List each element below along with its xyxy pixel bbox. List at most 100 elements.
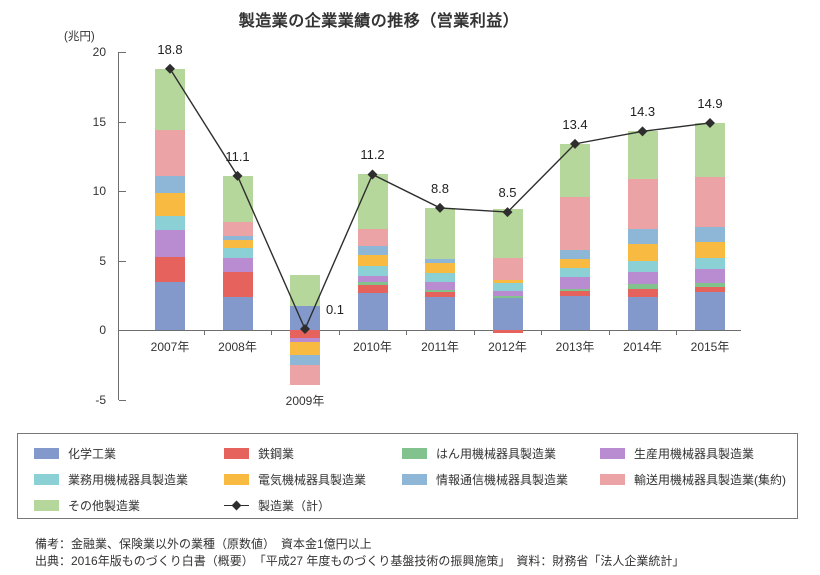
bar-segment	[155, 192, 185, 217]
bar-segment	[155, 256, 185, 282]
bar-segment	[222, 258, 253, 272]
bar-segment	[492, 298, 523, 331]
bar-segment	[560, 288, 590, 292]
y-axis-tick	[119, 191, 126, 193]
bar-segment	[627, 271, 658, 285]
x-axis-tick	[608, 330, 610, 336]
x-category-label: 2014年	[623, 340, 662, 355]
legend-swatch	[34, 473, 59, 485]
legend-item: 輸送用機械器具製造業(集約)	[600, 471, 797, 488]
diamond-marker	[300, 324, 310, 335]
legend-swatch	[600, 473, 625, 485]
legend-label: 業務用機械器具製造業	[68, 472, 189, 487]
bar-segment	[695, 122, 725, 177]
diamond-marker	[502, 207, 513, 218]
bar-segment	[222, 248, 253, 258]
bar-segment	[290, 365, 320, 385]
bar-segment	[425, 290, 455, 293]
x-axis-tick	[473, 330, 475, 336]
bar-segment	[222, 239, 253, 249]
bar-segment	[222, 296, 253, 331]
total-value-label: 8.5	[498, 185, 517, 201]
legend-item: 情報通信機械器具製造業	[402, 471, 600, 488]
total-line	[165, 63, 715, 335]
y-axis-tick	[119, 330, 126, 332]
bar-segment	[425, 207, 455, 260]
bar-segment	[560, 258, 590, 269]
bar-segment	[627, 288, 658, 297]
x-category-label: 2012年	[488, 340, 527, 355]
bar-segment	[425, 259, 455, 263]
bar-segment	[290, 274, 320, 307]
legend-label: はん用機械器具製造業	[436, 446, 557, 461]
legend-item: はん用機械器具製造業	[402, 445, 600, 462]
y-tick-label: 5	[99, 253, 106, 268]
x-axis-line	[118, 330, 741, 332]
legend-swatch	[34, 447, 59, 459]
bar-segment	[560, 291, 590, 297]
legend-swatch	[600, 447, 625, 459]
bar-segment	[492, 296, 523, 299]
bar-segment	[357, 266, 388, 277]
bar-segment	[560, 276, 590, 289]
bar-segment	[695, 286, 725, 293]
legend: 化学工業 鉄鋼業 はん用機械器具製造業 生産用機械器具製造業 業務用機械器具製造業 電気機…	[17, 433, 798, 519]
legend-label: 生産用機械器具製造業	[634, 446, 755, 461]
y-axis-tick	[119, 400, 126, 401]
legend-item: 化学工業	[34, 445, 224, 462]
total-value-label: 14.3	[629, 104, 656, 120]
bar-segment	[492, 258, 523, 280]
bar-segment	[627, 261, 658, 272]
legend-label: 電気機械器具製造業	[258, 472, 367, 487]
legend-swatch	[224, 473, 249, 485]
bar-segment	[560, 250, 590, 259]
bar-segment	[357, 282, 388, 286]
bar-segment	[290, 338, 320, 343]
diamond-marker	[232, 170, 243, 181]
legend-label: 輸送用機械器具製造業(集約)	[634, 472, 786, 487]
bar-segment	[357, 228, 388, 247]
x-category-label: 2010年	[353, 340, 392, 355]
y-axis-unit-label: (兆円)	[64, 31, 95, 43]
diamond-marker	[165, 63, 175, 74]
bar-segment	[695, 268, 725, 283]
total-value-label: 11.2	[360, 147, 385, 163]
total-value-label: 14.9	[697, 95, 723, 111]
x-axis-tick	[541, 330, 543, 336]
bar-segment	[290, 354, 320, 366]
legend-diamond	[231, 500, 242, 510]
diamond-marker	[637, 126, 648, 137]
legend-item-line: 製造業（計）	[224, 497, 402, 514]
x-category-label: 2013年	[555, 340, 595, 355]
x-category-label: 2015年	[690, 340, 730, 355]
bar-segment	[290, 342, 320, 355]
y-tick-label: 20	[92, 45, 106, 59]
bar-segment	[155, 129, 185, 176]
diamond-marker	[435, 202, 445, 213]
bar-segment	[560, 197, 590, 251]
x-category-label: 2011年	[421, 340, 459, 355]
bar-segment	[627, 244, 658, 262]
diamond-marker	[367, 169, 378, 180]
bar-segment	[627, 228, 658, 245]
legend-swatch	[402, 447, 427, 459]
diamond-marker	[570, 138, 580, 149]
bar-segment	[155, 230, 185, 257]
total-value-label: 0.1	[325, 302, 345, 317]
bar-segment	[357, 276, 388, 283]
x-axis-tick	[271, 330, 273, 336]
legend-label: 情報通信機械器具製造業	[436, 472, 569, 487]
bar-segment	[357, 246, 388, 255]
legend-item: その他製造業	[34, 497, 224, 514]
bar-segment	[492, 330, 523, 334]
bar-segment	[290, 330, 320, 339]
bar-segment	[492, 209, 523, 258]
bar-segment	[357, 285, 388, 293]
legend-item: 業務用機械器具製造業	[34, 471, 224, 488]
y-axis-tick	[119, 260, 126, 262]
total-value-label: 18.8	[157, 41, 183, 57]
x-axis-tick	[406, 330, 408, 336]
bar-segment	[560, 268, 590, 277]
bar-segment	[695, 292, 725, 331]
